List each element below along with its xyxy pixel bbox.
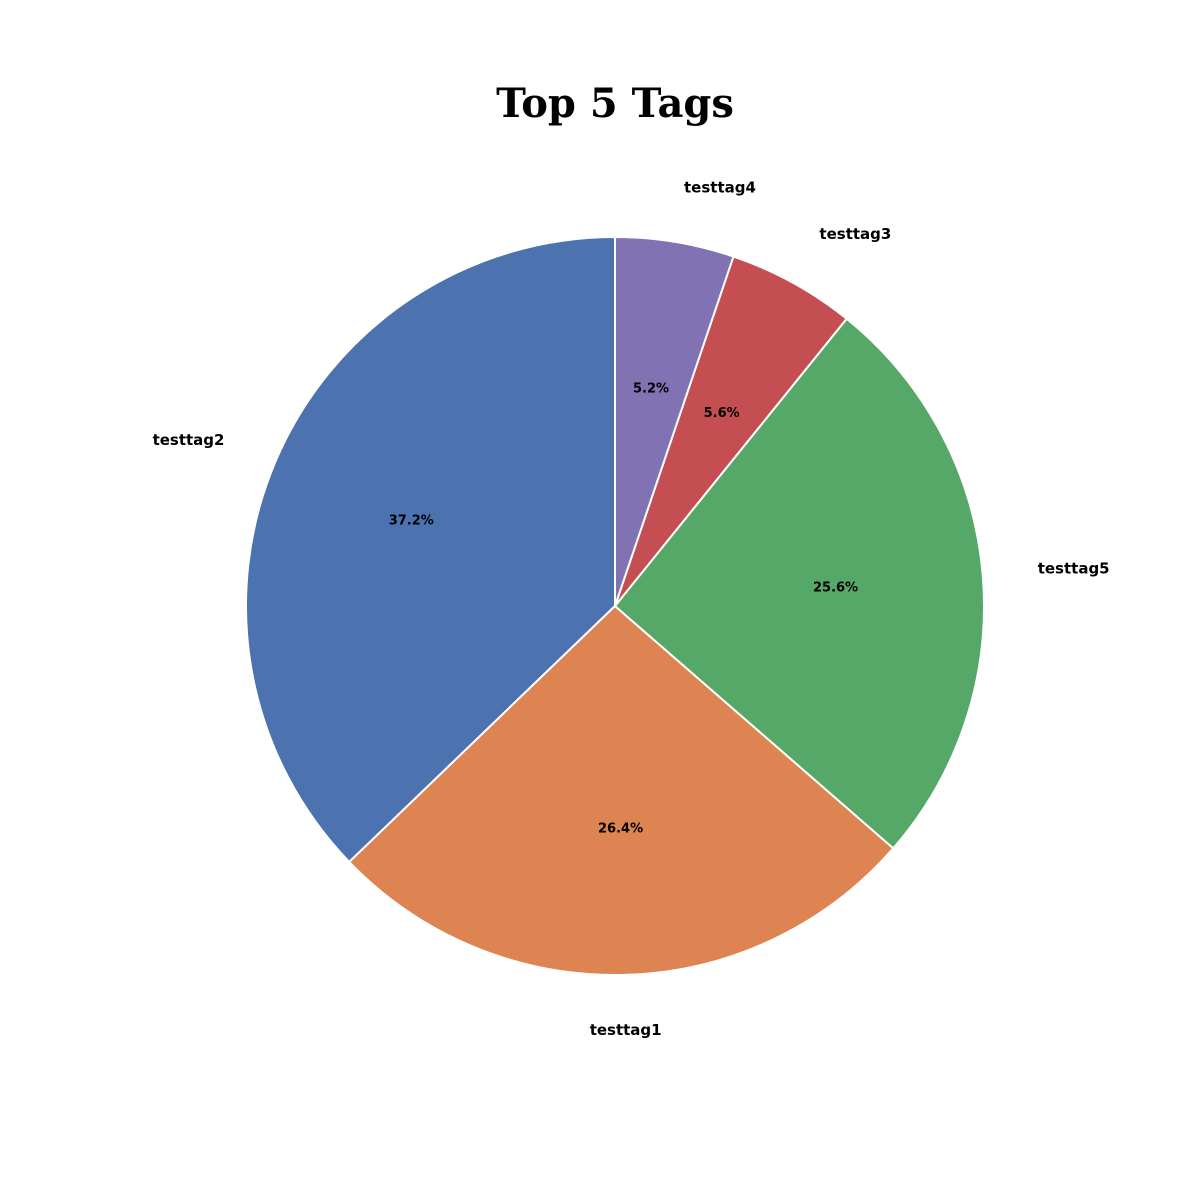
- pie-slice-testtag5: [613, 317, 985, 850]
- pie-slice-testtag4: [614, 235, 735, 607]
- slice-label-testtag1: testtag1: [590, 1021, 662, 1039]
- pct-label-testtag4: 5.2%: [633, 382, 669, 397]
- pie-slice-testtag2: [245, 235, 616, 864]
- slice-label-testtag5: testtag5: [1038, 560, 1110, 578]
- pie-labels: testtag2 37.2% testtag1 26.4% testtag5 25.6% t…: [153, 178, 1110, 1039]
- pct-label-testtag3: 5.6%: [704, 406, 740, 421]
- slice-label-testtag2: testtag2: [153, 431, 225, 449]
- chart-title: Top 5 Tags: [496, 80, 734, 127]
- pie-slices: [245, 235, 985, 976]
- slice-label-testtag3: testtag3: [819, 225, 891, 243]
- pct-label-testtag2: 37.2%: [389, 513, 434, 528]
- pct-label-testtag1: 26.4%: [598, 821, 643, 836]
- pie-slice-testtag1: [347, 604, 895, 976]
- pct-label-testtag5: 25.6%: [813, 581, 858, 596]
- slice-label-testtag4: testtag4: [684, 178, 756, 196]
- pie-slice-testtag3: [614, 255, 849, 607]
